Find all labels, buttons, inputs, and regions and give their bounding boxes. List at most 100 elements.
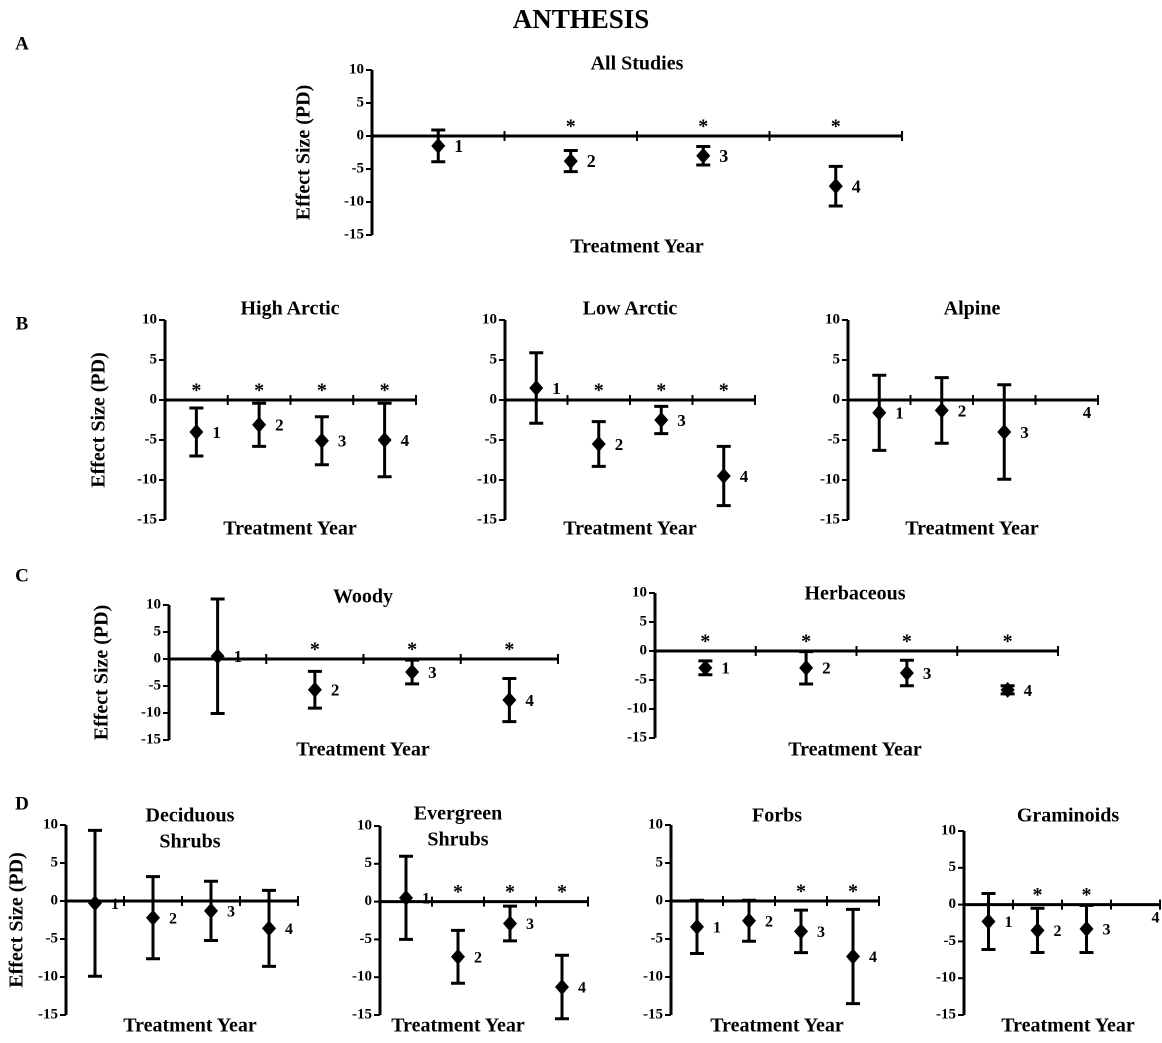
point-marker <box>1030 922 1045 939</box>
y-tick-label: 10 <box>941 822 956 838</box>
y-tick-label: 10 <box>146 596 161 612</box>
y-tick-label: 5 <box>656 854 664 870</box>
y-tick-label: -5 <box>828 431 841 447</box>
point-marker <box>502 692 517 709</box>
y-tick-label: -15 <box>344 226 364 242</box>
chart-title: Alpine <box>944 298 1001 320</box>
significance-marker: * <box>505 881 515 903</box>
significance-marker: * <box>504 639 514 661</box>
significance-marker: * <box>566 116 576 138</box>
category-label: 3 <box>1020 423 1029 442</box>
y-tick-label: -5 <box>485 431 498 447</box>
x-axis-label: Treatment Year <box>788 739 922 761</box>
point-marker <box>262 920 276 937</box>
y-tick-label: 0 <box>656 892 664 908</box>
chart-title: Deciduous <box>146 805 235 827</box>
y-tick-label: -5 <box>145 431 158 447</box>
chart-title: Graminoids <box>1017 805 1119 827</box>
category-label: 2 <box>474 949 482 966</box>
point-marker <box>529 380 544 396</box>
y-tick-label: 0 <box>833 391 841 407</box>
significance-marker: * <box>254 380 264 402</box>
y-tick-label: 5 <box>154 623 162 639</box>
category-label: 2 <box>1054 923 1062 940</box>
category-label: 2 <box>331 681 340 700</box>
chart-title: Forbs <box>752 805 802 827</box>
y-tick-label: 10 <box>357 817 372 833</box>
significance-marker: * <box>719 380 729 402</box>
significance-marker: * <box>656 380 666 402</box>
y-axis-label: Effect Size (PD) <box>88 352 110 488</box>
category-label: 3 <box>428 663 437 682</box>
x-axis-label: Treatment Year <box>1001 1015 1135 1037</box>
point-marker <box>189 424 204 440</box>
point-marker <box>828 178 843 195</box>
chart-title: High Arctic <box>240 298 339 320</box>
x-axis-label: Treatment Year <box>223 518 357 540</box>
point-marker <box>799 659 814 676</box>
point-marker <box>654 412 669 428</box>
panel-label: D <box>15 793 29 814</box>
y-tick-label: 5 <box>949 859 957 875</box>
y-tick-label: -15 <box>352 1006 372 1022</box>
y-tick-label: -10 <box>344 193 364 209</box>
category-label: 1 <box>552 379 561 398</box>
y-tick-label: 5 <box>365 855 373 871</box>
y-tick-label: -15 <box>627 729 647 745</box>
significance-marker: * <box>700 631 710 653</box>
point-marker <box>431 137 446 154</box>
significance-marker: * <box>407 639 417 661</box>
y-tick-label: 10 <box>349 61 364 77</box>
y-tick-label: -10 <box>936 970 956 986</box>
category-label: 4 <box>852 176 861 196</box>
significance-marker: * <box>796 881 806 903</box>
y-tick-label: 10 <box>632 584 647 600</box>
y-tick-label: -10 <box>820 471 840 487</box>
y-tick-label: -15 <box>643 1006 663 1022</box>
significance-marker: * <box>848 881 858 903</box>
y-tick-label: -15 <box>137 511 157 527</box>
y-tick-label: -10 <box>477 471 497 487</box>
point-marker <box>314 432 329 449</box>
category-label: 1 <box>721 659 730 678</box>
chart-title: Woody <box>333 586 393 608</box>
point-marker <box>696 147 711 164</box>
x-axis-label: Treatment Year <box>710 1015 844 1037</box>
point-marker <box>503 915 517 932</box>
category-label: 4 <box>1152 909 1160 926</box>
point-marker <box>997 424 1012 440</box>
panel-label: C <box>15 565 29 586</box>
category-label: 3 <box>1103 922 1111 939</box>
point-marker <box>563 153 578 170</box>
significance-marker: * <box>594 380 604 402</box>
y-tick-label: -10 <box>141 704 161 720</box>
y-tick-label: 10 <box>142 311 157 327</box>
point-marker <box>204 902 218 919</box>
x-axis-label: Treatment Year <box>563 518 697 540</box>
category-label: 4 <box>1083 403 1092 422</box>
point-marker <box>872 404 887 421</box>
y-tick-label: -15 <box>38 1006 58 1022</box>
y-tick-label: -10 <box>38 968 58 984</box>
y-tick-label: 10 <box>648 816 663 832</box>
point-marker <box>1079 920 1094 937</box>
significance-marker: * <box>698 116 708 138</box>
y-tick-label: 0 <box>154 650 162 666</box>
y-tick-label: 0 <box>150 391 158 407</box>
category-label: 1 <box>422 890 430 907</box>
point-marker <box>690 918 704 935</box>
significance-marker: * <box>557 881 567 903</box>
y-tick-label: -5 <box>651 930 664 946</box>
category-label: 4 <box>1024 681 1033 700</box>
category-label: 1 <box>713 920 721 937</box>
significance-marker: * <box>1003 631 1013 653</box>
point-marker <box>252 416 267 433</box>
category-label: 2 <box>615 435 624 454</box>
category-label: 2 <box>958 401 967 420</box>
category-label: 3 <box>227 904 235 921</box>
y-tick-label: 5 <box>640 613 648 629</box>
category-label: 4 <box>869 949 877 966</box>
y-tick-label: 0 <box>365 893 373 909</box>
significance-marker: * <box>1082 884 1092 906</box>
significance-marker: * <box>310 639 320 661</box>
